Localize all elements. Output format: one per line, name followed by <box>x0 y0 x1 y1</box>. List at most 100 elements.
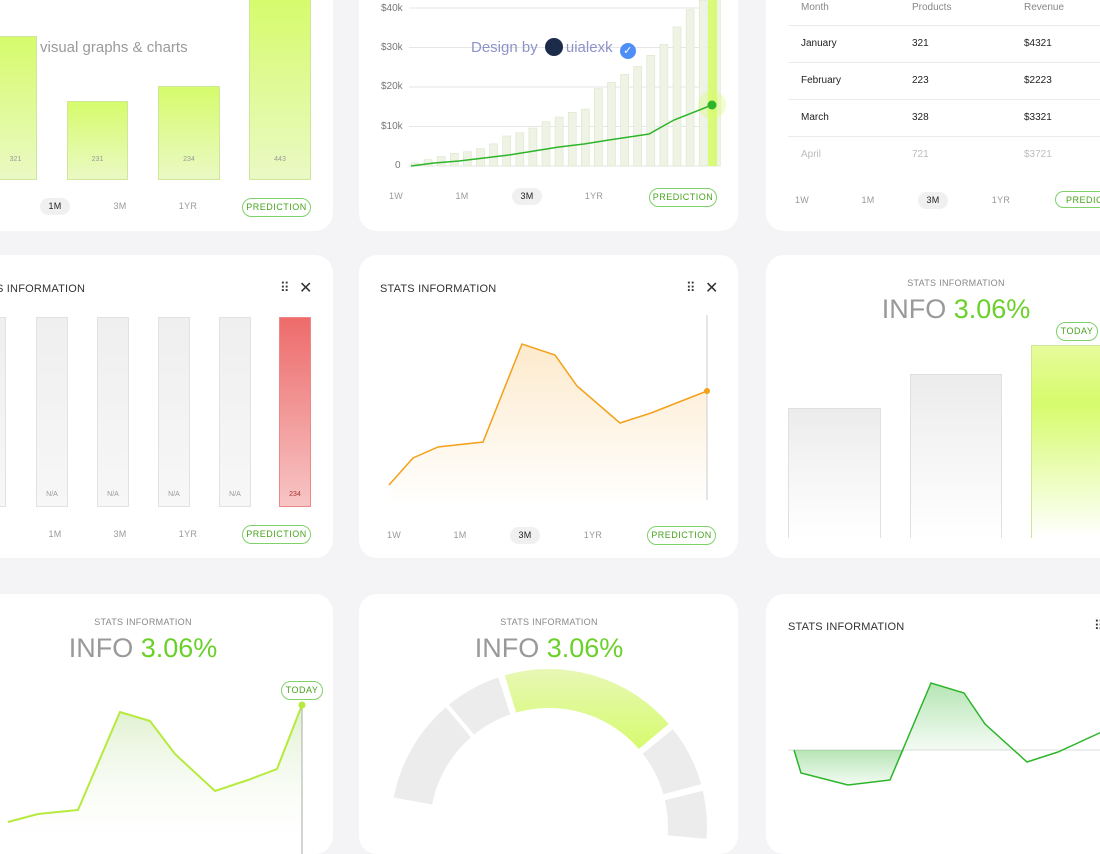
cell-products: 328 <box>912 112 929 123</box>
chart-bar <box>659 44 669 167</box>
chart-bar <box>450 153 459 167</box>
prediction-button[interactable]: PREDICTION <box>242 525 311 544</box>
y-tick: $30k <box>381 42 403 53</box>
chart-bar <box>685 9 695 167</box>
chart-bar <box>698 0 708 167</box>
orange-line-svg <box>388 315 710 505</box>
tab-1yr[interactable]: 1YR <box>991 195 1011 205</box>
tab-1m[interactable]: 1M <box>40 198 70 215</box>
divider <box>788 25 1100 26</box>
cell-products: 223 <box>912 75 929 86</box>
tab-1w[interactable]: 1W <box>386 530 402 540</box>
today-badge: TODAY <box>281 681 323 700</box>
tab-3m[interactable]: 3M <box>113 201 127 211</box>
table-row[interactable]: April 721 $3721 <box>766 136 1100 160</box>
table-header-revenue: Revenue <box>1024 2 1065 13</box>
tab-1w[interactable]: 1W <box>794 195 810 205</box>
chart-bar <box>910 374 1002 538</box>
info-percentage: 3.06% <box>140 633 218 663</box>
donut-svg <box>389 665 711 844</box>
chart-bar <box>633 66 643 167</box>
prediction-button[interactable]: PREDICTION <box>649 188 717 207</box>
chart-bar <box>620 74 629 167</box>
info-headline: INFO 3.06% <box>449 633 649 664</box>
prediction-button[interactable]: PREDICTION <box>242 198 311 217</box>
y-tick: $40k <box>381 3 403 14</box>
cell-revenue: $2223 <box>1024 75 1052 86</box>
cell-month: January <box>801 38 837 49</box>
series-line <box>7 704 303 823</box>
tab-1yr[interactable]: 1YR <box>178 529 198 539</box>
donut-slice <box>443 672 516 741</box>
card-green-line: STATS INFORMATION INFO 3.06% TODAY <box>0 594 333 854</box>
tab-3m[interactable]: 3M <box>512 188 542 205</box>
divider <box>788 136 1100 137</box>
divider <box>788 62 1100 63</box>
bar-value-label: N/A <box>229 491 241 498</box>
bar-value-label: 234 <box>183 156 195 163</box>
donut-slice <box>389 701 477 809</box>
watermark: Design by uialexk ✓ <box>471 38 636 59</box>
chart-bar <box>594 88 603 167</box>
tab-3m[interactable]: 3M <box>510 527 540 544</box>
donut-slice <box>660 785 711 844</box>
chart-bar-2: 231 <box>67 101 128 180</box>
cell-revenue: $3321 <box>1024 112 1052 123</box>
bar-value-label: 234 <box>289 491 301 498</box>
chart-bar-highlight <box>1031 345 1100 538</box>
tab-1m[interactable]: 1M <box>455 191 469 201</box>
bar-value-label: 321 <box>9 156 22 163</box>
chart-bar <box>476 148 485 167</box>
drag-handle-icon[interactable]: ⠿ <box>280 280 290 295</box>
series-line <box>388 343 708 486</box>
tab-1yr[interactable]: 1YR <box>584 191 604 201</box>
tab-1yr[interactable]: 1YR <box>178 201 198 211</box>
green-line-svg <box>7 701 306 854</box>
info-headline: INFO 3.06% <box>856 294 1056 325</box>
chart-bar <box>541 121 551 167</box>
tab-1m[interactable]: 1M <box>453 530 467 540</box>
cell-month: April <box>801 149 822 160</box>
info-headline: INFO 3.06% <box>43 633 243 664</box>
bar-value-label: N/A <box>46 491 58 498</box>
bar-value-label: 231 <box>91 156 104 163</box>
tab-3m[interactable]: 3M <box>113 529 127 539</box>
prediction-button[interactable]: PREDICTION <box>1055 191 1100 208</box>
chart-bar <box>436 156 446 167</box>
tab-1m[interactable]: 1M <box>861 195 875 205</box>
avatar <box>544 38 563 56</box>
area-chart-svg <box>788 682 1100 786</box>
series-line <box>793 682 1100 786</box>
chart-bar <box>646 55 656 167</box>
table-row[interactable]: March 328 $3321 <box>766 99 1100 136</box>
card-revenue-chart: $40k $30k $20k $10k 0 Design by uialexk … <box>359 0 738 231</box>
area-fill <box>389 344 707 505</box>
cell-revenue: $3721 <box>1024 149 1052 160</box>
series-line <box>410 104 713 167</box>
y-tick: 0 <box>395 160 401 171</box>
tab-1w[interactable]: 1W <box>388 191 404 201</box>
chart-bar-highlight: 234 <box>279 317 311 507</box>
chart-bar <box>528 127 538 167</box>
bar-value-label: 443 <box>274 156 286 163</box>
drag-handle-icon[interactable]: ⠿ <box>686 280 696 295</box>
table-row[interactable]: February 223 $2223 <box>766 62 1100 99</box>
chart-bar-3: 234 <box>158 86 220 180</box>
chart-bar-highlight <box>708 0 717 166</box>
tab-3m[interactable]: 3M <box>918 192 948 209</box>
prediction-button[interactable]: PREDICTION <box>647 526 716 545</box>
close-icon[interactable]: ✕ <box>299 280 313 297</box>
verified-icon: ✓ <box>619 43 636 59</box>
tab-1m[interactable]: 1M <box>48 529 62 539</box>
tab-1yr[interactable]: 1YR <box>583 530 603 540</box>
info-label: INFO <box>474 633 540 663</box>
close-icon[interactable]: ✕ <box>705 280 719 297</box>
data-point <box>298 701 306 709</box>
chart-bar <box>489 143 498 167</box>
info-percentage: 3.06% <box>546 633 624 663</box>
chart-bar <box>607 81 616 167</box>
data-point <box>704 388 710 394</box>
area-fill-negative <box>794 750 904 785</box>
drag-handle-icon[interactable]: ⠿ <box>1094 618 1100 633</box>
table-row[interactable]: January 321 $4321 <box>766 25 1100 62</box>
